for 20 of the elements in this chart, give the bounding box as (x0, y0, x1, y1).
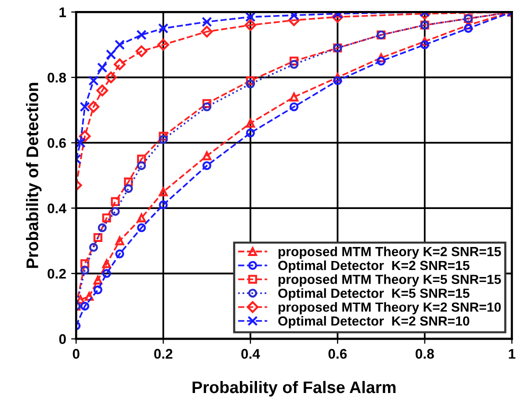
x-tick-label: 0.8 (416, 348, 434, 359)
legend-label: proposed MTM Theory K=5 SNR=15 (278, 274, 501, 287)
legend-label: Optimal Detector K=2 SNR=15 (278, 260, 470, 273)
y-tick-label: 1 (60, 8, 66, 18)
legend-label: Optimal Detector K=5 SNR=15 (278, 288, 470, 301)
legend-label: proposed MTM Theory K=2 SNR=10 (278, 302, 501, 314)
y-tick-label: 0.2 (48, 268, 66, 279)
y-tick-label: 0.8 (48, 72, 66, 83)
y-tick-label: 0.6 (48, 138, 66, 148)
y-tick-label: 0.4 (48, 203, 66, 214)
x-tick-label: 0.4 (241, 348, 260, 359)
y-axis-title: Probability of Detection (26, 82, 42, 268)
x-tick-label: 0.2 (154, 348, 172, 359)
x-tick-label: 0.6 (328, 348, 347, 359)
x-tick-label: 1 (508, 349, 516, 359)
y-tick-label: 0 (59, 334, 66, 344)
x-tick-label: 0 (72, 348, 80, 359)
legend-label: Optimal Detector K=2 SNR=10 (278, 316, 470, 328)
x-axis-title: Probability of False Alarm (192, 380, 396, 396)
legend-label: proposed MTM Theory K=2 SNR=15 (278, 246, 501, 259)
